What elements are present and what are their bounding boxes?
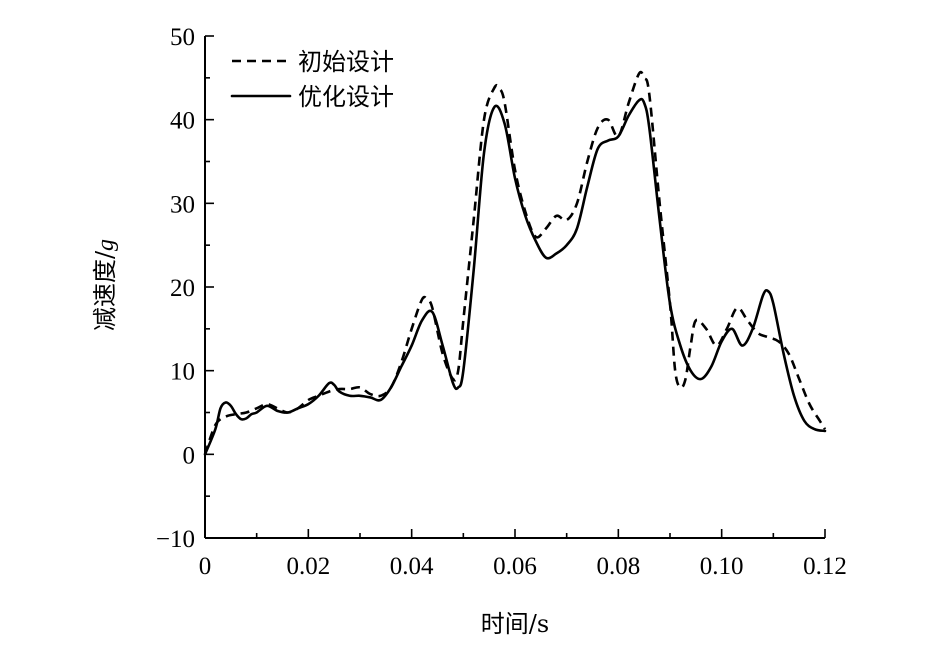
y-tick-label: −10 — [156, 526, 195, 553]
x-tick-label: 0.08 — [596, 553, 640, 580]
y-tick-label: 40 — [170, 108, 195, 135]
y-tick-label: 50 — [170, 24, 195, 51]
axes — [204, 36, 825, 539]
y-tick-label: 30 — [170, 191, 195, 218]
x-tick-label: 0.04 — [390, 553, 434, 580]
legend-label-initial: 初始设计 — [298, 48, 394, 76]
y-tick-label: 20 — [170, 275, 195, 302]
x-tick-label: 0.10 — [700, 553, 744, 580]
y-tick-label: 10 — [170, 359, 195, 386]
x-tick-label: 0.06 — [493, 553, 537, 580]
y-tick-label: 0 — [183, 442, 196, 469]
x-tick-label: 0.02 — [286, 553, 330, 580]
series-line-optimized-design — [203, 97, 827, 456]
series-line-initial-design — [203, 70, 827, 455]
x-tick-label: 0 — [199, 553, 212, 580]
x-tick-label: 0.12 — [803, 553, 847, 580]
y-axis-title: 减速度/g — [91, 239, 119, 331]
legend: 初始设计 优化设计 — [230, 48, 394, 111]
y-axis-title-text: 减速度/ — [91, 250, 119, 331]
y-axis-title-unit: g — [93, 239, 119, 251]
series-lines — [203, 70, 827, 456]
x-axis-title: 时间/s — [481, 610, 549, 638]
legend-label-optimized: 优化设计 — [298, 83, 394, 111]
